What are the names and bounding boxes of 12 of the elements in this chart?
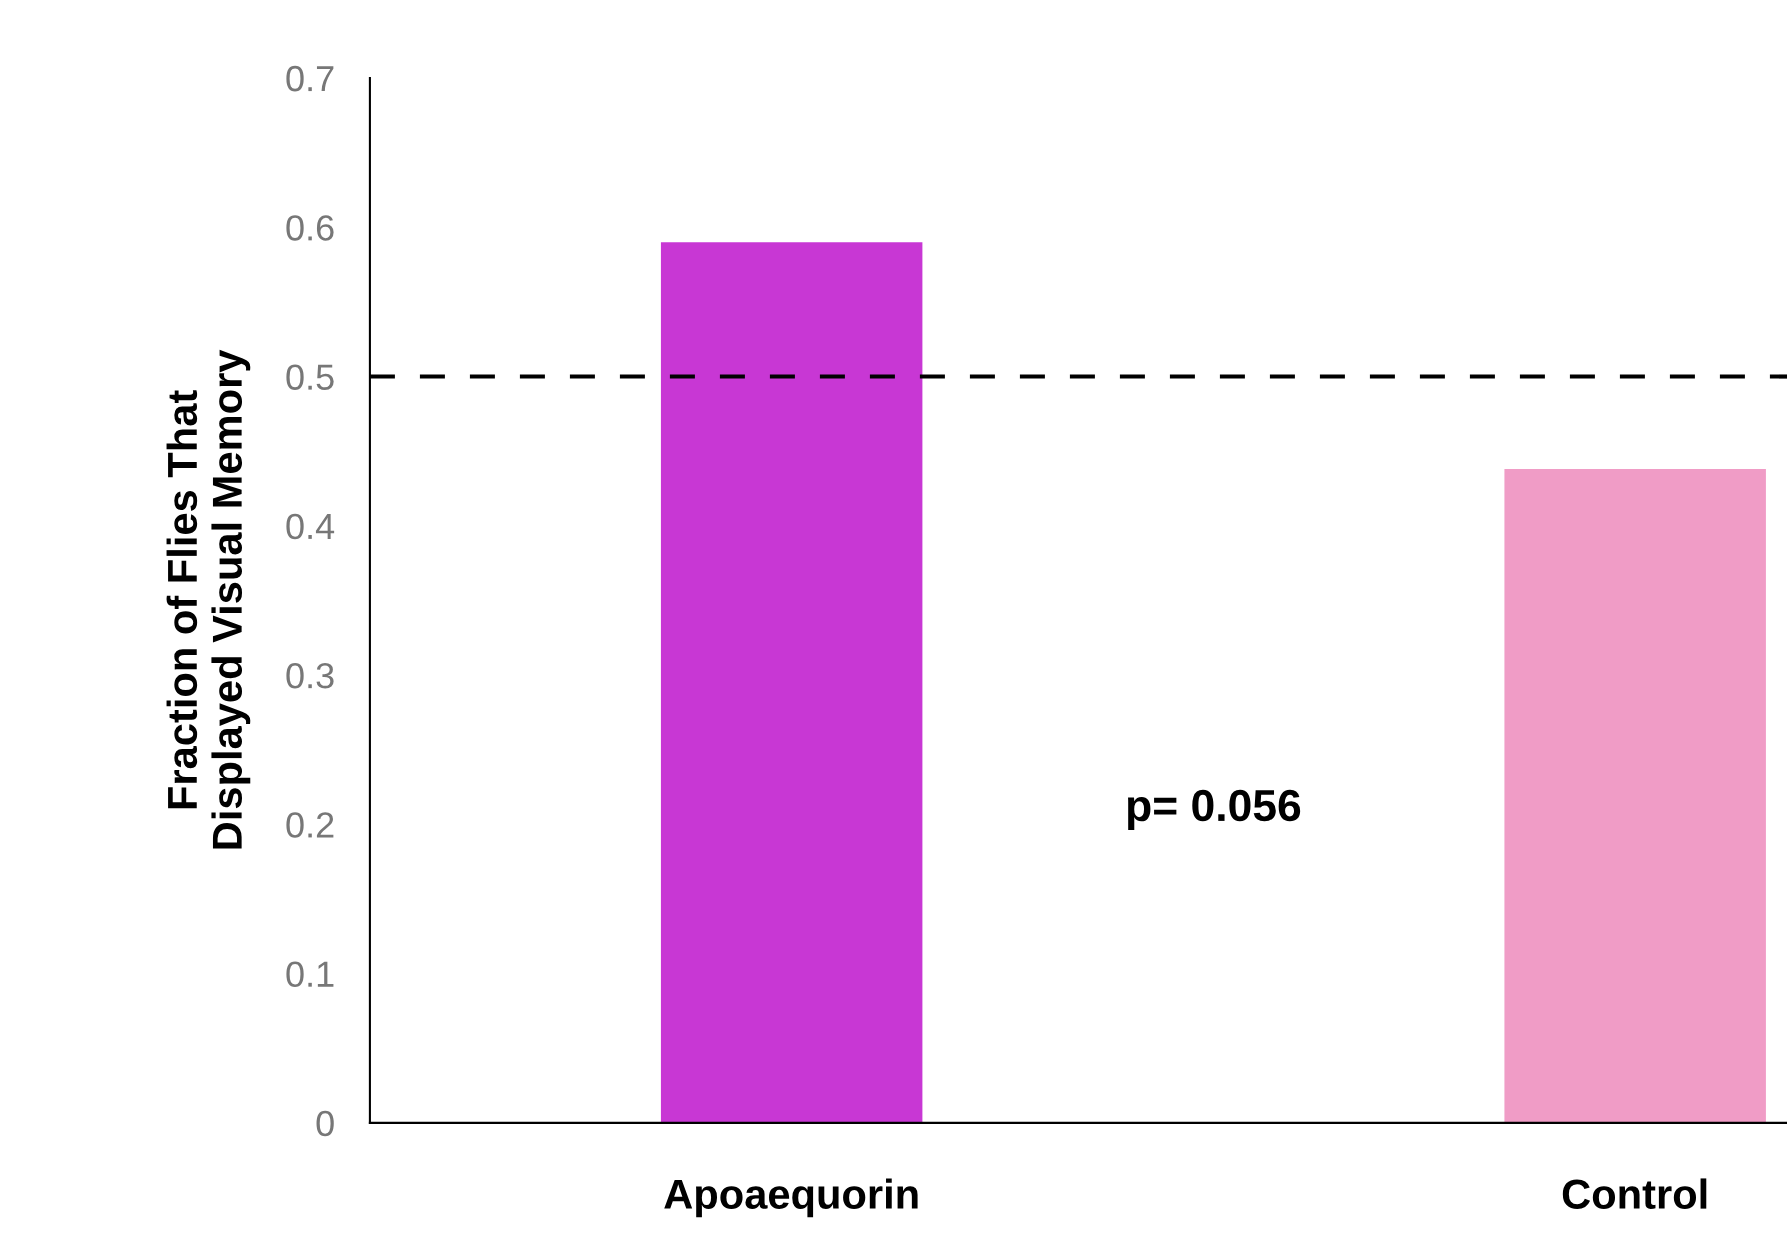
y-tick-label: 0.4 [286,513,335,540]
y-tick-label: 0.2 [286,812,334,838]
x-tick-label: Apoaequorin [664,1178,918,1218]
y-tick-label: 0.7 [286,65,334,92]
annotation: p= 0.056 [1128,789,1301,831]
y-axis-title: Fraction of Flies That Displayed Visual Memory [166,349,251,849]
x-tick-label: Control [1562,1178,1707,1210]
y-tick-label: 0.1 [286,961,334,988]
y-tick-label: 0 [316,1110,334,1137]
y-tick-label: 0.5 [286,364,334,390]
y-tick-label: 0.3 [286,662,334,689]
y-tick-label: 0.6 [286,215,334,241]
